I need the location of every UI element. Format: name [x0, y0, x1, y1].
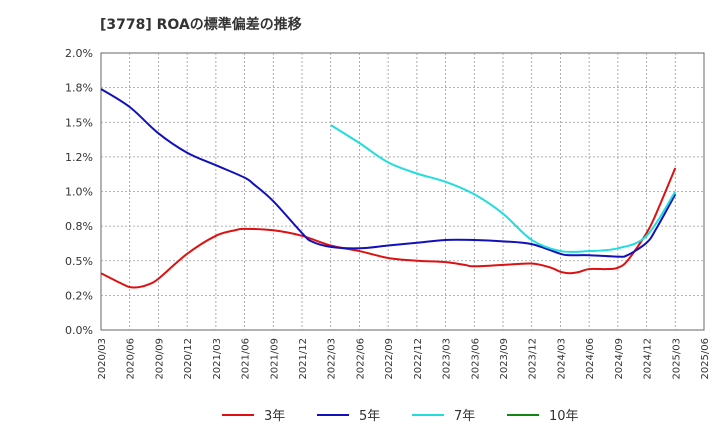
- x-tick-label: 2020/09: [154, 338, 165, 380]
- x-tick-label: 2020/12: [183, 338, 194, 380]
- legend-label-3: 10年: [549, 409, 579, 424]
- x-tick-label: 2023/09: [499, 338, 510, 380]
- series-line-0: [100, 167, 677, 289]
- x-tick-label: 2020/06: [126, 338, 137, 380]
- x-tick-label: 2022/06: [355, 338, 366, 380]
- x-tick-label: 2021/12: [298, 338, 309, 380]
- x-tick-label: 2024/06: [585, 338, 596, 380]
- x-tick-label: 2023/03: [442, 338, 453, 380]
- x-tick-label: 2021/03: [212, 338, 223, 380]
- legend-label-0: 3年: [264, 409, 285, 424]
- x-tick-label: 2024/03: [556, 338, 567, 380]
- x-tick-label: 2025/03: [671, 338, 682, 380]
- chart-title: [3778] ROAの標準偏差の推移: [100, 16, 302, 33]
- legend-label-2: 7年: [454, 409, 475, 424]
- y-tick-label: 1.2%: [65, 151, 93, 164]
- x-tick-label: 2021/06: [241, 338, 252, 380]
- x-tick-label: 2024/12: [643, 338, 654, 380]
- x-tick-label: 2022/09: [384, 338, 395, 380]
- x-tick-label: 2023/06: [470, 338, 481, 380]
- y-tick-label: 0.0%: [65, 324, 93, 337]
- x-tick-label: 2022/03: [327, 338, 338, 380]
- x-tick-label: 2022/12: [413, 338, 424, 380]
- legend: 3年 5年 7年 10年: [222, 409, 579, 424]
- x-tick-label: 2025/06: [700, 338, 711, 380]
- y-axis-ticks: 0.0% 0.2% 0.5% 0.8% 1.0% 1.2% 1.5% 1.8% 2.0%: [65, 47, 93, 337]
- x-tick-label: 2024/09: [614, 338, 625, 380]
- x-axis-ticks: 2020/03 2020/06 2020/09 2020/12 2021/03 2021/…: [97, 338, 711, 380]
- y-tick-label: 2.0%: [65, 47, 93, 60]
- series-line-1: [100, 88, 677, 258]
- x-tick-label: 2021/09: [269, 338, 280, 380]
- legend-label-1: 5年: [359, 409, 380, 424]
- y-tick-label: 1.8%: [65, 82, 93, 95]
- series-line-2: [330, 124, 677, 253]
- y-tick-label: 0.5%: [65, 255, 93, 268]
- series-lines: [100, 88, 677, 289]
- x-tick-label: 2020/03: [97, 338, 108, 380]
- grid-lines: [101, 53, 704, 330]
- y-tick-label: 1.0%: [65, 186, 93, 199]
- y-tick-label: 0.2%: [65, 289, 93, 302]
- y-tick-label: 0.8%: [65, 220, 93, 233]
- y-tick-label: 1.5%: [65, 116, 93, 129]
- x-tick-label: 2023/12: [528, 338, 539, 380]
